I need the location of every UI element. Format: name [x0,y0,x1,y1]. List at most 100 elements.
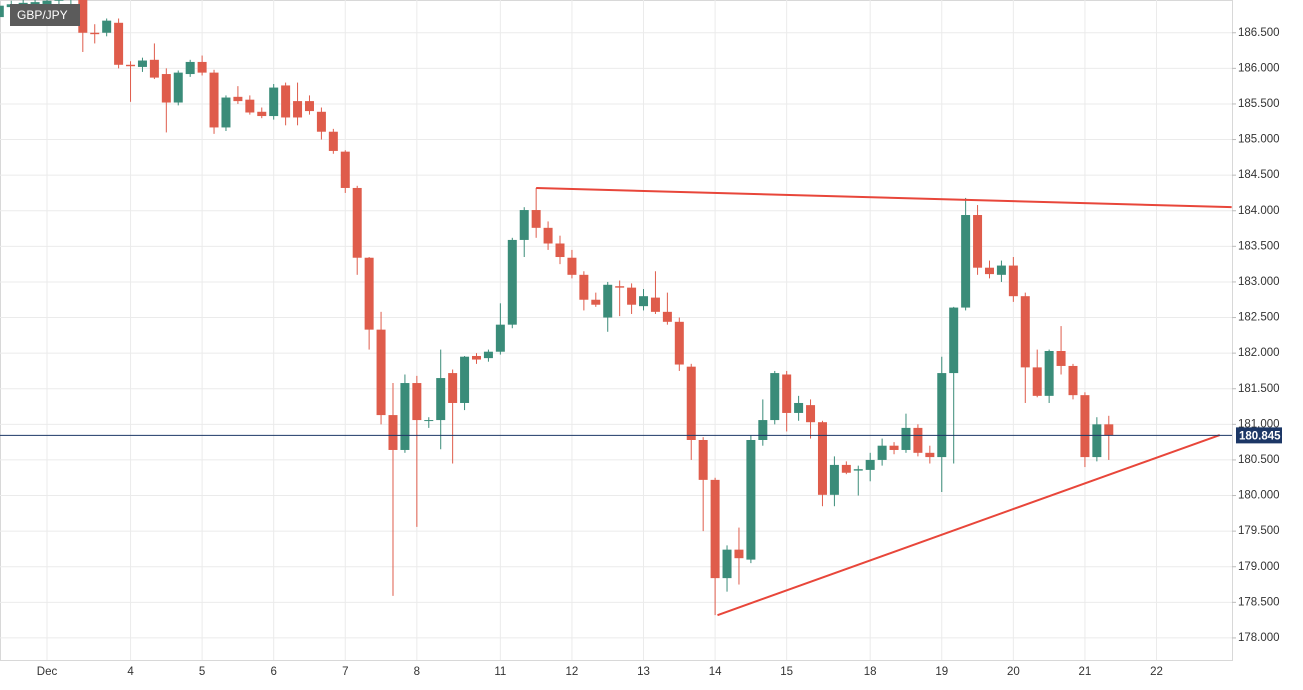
candle-body [472,355,481,360]
candle-body [817,422,827,495]
candle-body [352,187,362,258]
candle-body [1044,351,1054,396]
candle-body [961,215,971,308]
candle-body [829,464,839,495]
current-price-label: 180.845 [1239,430,1281,442]
candle-body [794,402,804,413]
candle-body [555,243,565,258]
candle-body [686,366,696,440]
candle-body [853,469,863,471]
candle-body [806,405,816,423]
plot-area [0,0,1233,661]
candle-body [0,5,4,18]
candle-body [269,87,279,117]
current-price-box [1236,427,1282,444]
candle-body [400,383,410,450]
candle-body [674,321,684,365]
candle-body [650,297,660,312]
x-tick-label: 13 [637,666,650,678]
x-tick-label: 19 [935,666,948,678]
candle-body [627,287,637,305]
candle-body [78,0,88,33]
candle-body [984,267,994,275]
candle-body [483,351,493,359]
candle-body [424,420,434,422]
candle-body [257,111,267,117]
candle-body [328,131,338,151]
candle-body [698,440,708,480]
candle-body [710,479,720,579]
candle-body [973,215,983,268]
candle-body [137,60,147,67]
y-tick-label: 180.000 [1238,490,1280,502]
candle-body [388,415,398,450]
candle-body [304,101,314,112]
candle-body [161,74,171,103]
candle-body [102,20,112,33]
candle-body [603,284,613,318]
candle-body [913,427,923,453]
x-tick-label: 18 [864,666,877,678]
x-tick-label: Dec [37,666,58,678]
candle-body [245,99,255,113]
y-tick-label: 179.500 [1238,525,1280,537]
x-tick-label: 22 [1150,666,1163,678]
x-tick-label: 7 [342,666,348,678]
candle-body [639,296,649,307]
candle-body [734,549,744,559]
candle-body [1092,424,1102,458]
candle-body [30,2,40,5]
candle-body [901,427,911,450]
title-box [10,4,80,26]
y-tick-label: 178.000 [1238,632,1280,644]
y-tick-label: 184.500 [1238,169,1280,181]
candle-body [925,452,935,458]
candle-body [197,61,207,73]
overlay: 180.845 [0,186,1282,617]
chart-title: GBP/JPY [17,8,68,22]
candle-body [996,265,1006,275]
y-tick-label: 179.000 [1238,561,1280,573]
x-tick-label: 4 [127,666,134,678]
candle-body [114,22,124,65]
x-tick-label: 5 [199,666,205,678]
candle-body [209,72,219,128]
candle-body [149,59,159,78]
candle-body [1068,365,1078,396]
candle-body [579,274,589,300]
candle-body [722,549,732,579]
candle-body [889,445,899,450]
candle-body [615,286,625,288]
trendline [717,434,1221,617]
y-tick-label: 178.500 [1238,596,1280,608]
candle-body [364,257,374,330]
candle-body [1032,367,1042,396]
candle-body [293,101,303,118]
candle-body [126,64,136,67]
candle-body [877,445,887,460]
x-tick-label: 15 [780,666,793,678]
y-tick-label: 181.500 [1238,383,1280,395]
candle-body [949,307,959,374]
y-tick-label: 185.500 [1238,98,1280,110]
x-tick-label: 20 [1007,666,1020,678]
x-tick-label: 11 [494,666,506,678]
y-tick-label: 180.500 [1238,454,1280,466]
candle-body [770,373,780,421]
candle-body [758,420,768,440]
y-tick-label: 181.000 [1238,418,1280,430]
y-tick-label: 182.000 [1238,347,1280,359]
candle-body [233,96,243,102]
candle-body [1008,265,1018,297]
candle-body [662,311,672,322]
candle-body [531,210,541,228]
candle-body [340,151,350,188]
y-tick-label: 186.000 [1238,62,1280,74]
candle-body [221,97,231,128]
candle-body [281,85,291,118]
y-tick-label: 184.000 [1238,205,1280,217]
candle-body [436,378,446,421]
candle-body [173,72,183,103]
marks [0,0,1114,616]
